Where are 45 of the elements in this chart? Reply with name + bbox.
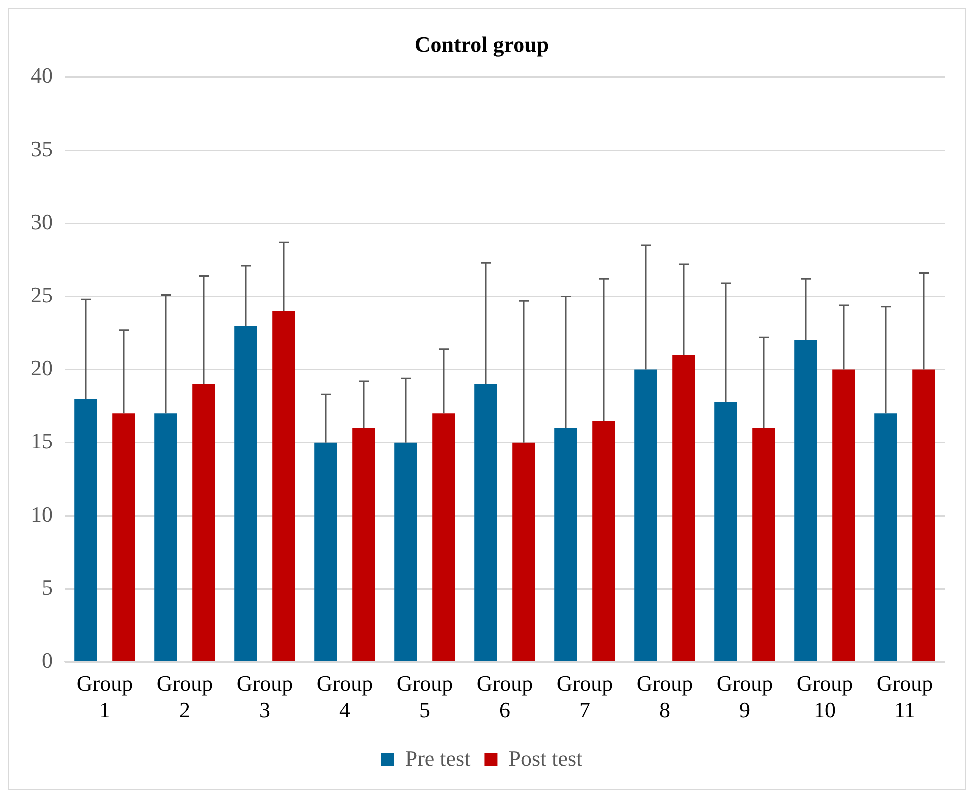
bar [432, 414, 456, 662]
x-tick-label: Group 6 [476, 671, 534, 723]
y-tick-label: 30 [31, 209, 53, 234]
bar [234, 326, 258, 662]
x-tick-label: Group 10 [796, 671, 854, 723]
bar [474, 384, 498, 662]
x-tick-label: Group 3 [236, 671, 294, 723]
bar [592, 420, 616, 662]
legend-label: Post test [508, 746, 583, 771]
x-tick-label: Group 5 [396, 671, 454, 723]
x-tick-label: Group 9 [716, 671, 774, 723]
bar [74, 399, 98, 662]
bar [874, 414, 898, 662]
bar [714, 402, 738, 662]
bar [912, 370, 936, 662]
y-tick-label: 15 [31, 428, 53, 454]
bar [794, 340, 818, 662]
x-tick-label: Group 7 [556, 671, 614, 723]
bar [112, 414, 136, 662]
bar [154, 414, 178, 662]
y-tick-label: 10 [31, 502, 53, 527]
x-tick-label: Group 4 [316, 671, 374, 723]
y-tick-label: 35 [31, 136, 53, 162]
bar [554, 428, 578, 662]
bar [192, 384, 216, 662]
bar [672, 355, 696, 662]
x-tick-label: Group 1 [76, 671, 134, 723]
x-tick-label: Group 11 [876, 671, 934, 723]
y-tick-label: 40 [31, 63, 53, 88]
x-tick-label: Group 2 [156, 671, 214, 723]
x-tick-label: Group 8 [636, 671, 694, 723]
bar [394, 442, 418, 662]
bar [512, 442, 536, 662]
y-tick-label: 0 [42, 648, 53, 673]
bar [314, 442, 338, 662]
y-tick-label: 5 [42, 574, 53, 600]
bar [752, 428, 776, 662]
y-tick-label: 20 [31, 356, 53, 381]
legend-label: Pre test [405, 746, 471, 771]
y-tick-label: 25 [31, 282, 53, 308]
bar [352, 428, 376, 662]
bar [272, 311, 296, 662]
bar [832, 370, 856, 662]
chart-title: Control group [414, 32, 550, 57]
bar [634, 370, 658, 662]
